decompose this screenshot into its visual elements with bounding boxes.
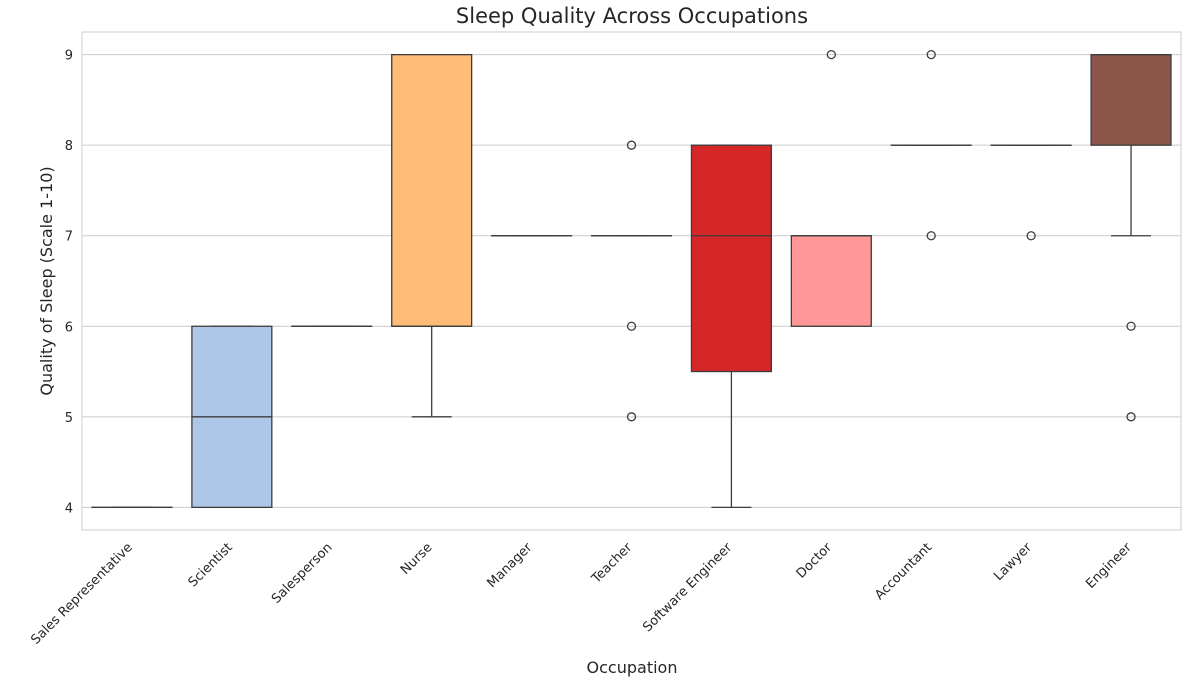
box-group	[191, 325, 273, 509]
box-iqr	[790, 235, 872, 327]
box-group	[1090, 53, 1172, 422]
x-tick-label: Nurse	[398, 540, 436, 578]
box-group	[690, 144, 773, 509]
x-tick-label: Scientist	[186, 540, 236, 590]
x-tick-label: Manager	[485, 540, 536, 591]
outlier-point	[626, 140, 637, 150]
y-tick-label: 7	[65, 230, 73, 245]
outlier-point	[1026, 231, 1036, 241]
y-axis-label: Quality of Sleep (Scale 1-10)	[37, 166, 56, 395]
outlier-point	[926, 231, 936, 241]
x-tick-label: Sales Representative	[28, 540, 135, 647]
outlier-point	[1126, 321, 1136, 331]
box-group	[890, 49, 972, 241]
y-tick-label: 4	[65, 501, 73, 516]
box-iqr	[690, 144, 773, 373]
outlier-point	[926, 49, 936, 60]
x-tick-label: Engineer	[1083, 540, 1135, 592]
chart-title: Sleep Quality Across Occupations	[456, 4, 808, 28]
y-tick-label: 6	[65, 320, 73, 335]
box-group	[790, 49, 872, 327]
x-tick-label: Salesperson	[269, 540, 336, 607]
box-iqr	[391, 53, 473, 327]
y-tick-label: 8	[65, 139, 73, 154]
box-iqr	[1090, 53, 1172, 146]
x-tick-label: Lawyer	[991, 540, 1035, 584]
outlier-point	[626, 321, 637, 331]
x-tick-label: Software Engineer	[640, 540, 735, 635]
box-group	[990, 144, 1072, 241]
boxes-layer	[91, 49, 1172, 509]
x-axis-label: Occupation	[587, 658, 678, 677]
outlier-point	[626, 412, 637, 422]
box-group	[391, 53, 473, 418]
x-tick-labels: Sales Representative Scientist Salesperson…	[28, 540, 1135, 648]
x-tick-label: Doctor	[794, 540, 836, 582]
x-tick-label: Teacher	[588, 540, 635, 587]
box-group	[590, 140, 673, 422]
y-tick-label: 9	[65, 49, 73, 64]
outlier-point	[826, 49, 836, 60]
y-tick-label: 5	[65, 411, 73, 426]
outlier-point	[1126, 412, 1136, 422]
x-tick-label: Accountant	[872, 540, 935, 603]
y-tick-labels: 4 5 6 7 8 9	[65, 49, 73, 517]
